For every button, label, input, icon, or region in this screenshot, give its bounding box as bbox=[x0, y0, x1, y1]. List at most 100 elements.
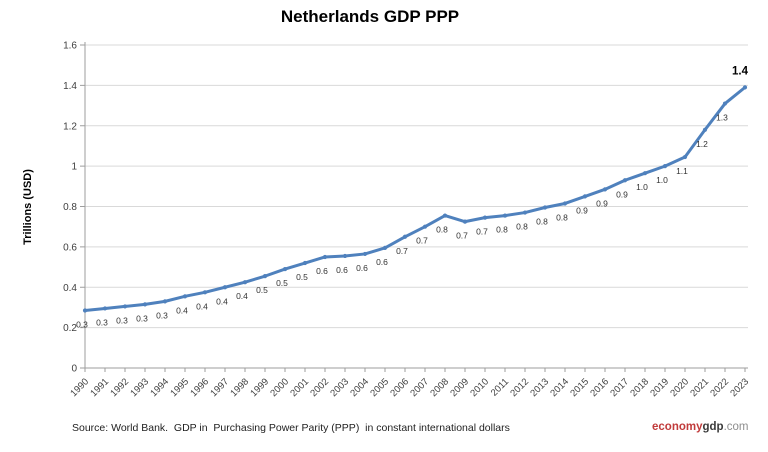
data-point-marker bbox=[222, 285, 228, 290]
brand-logo: economygdp.com bbox=[652, 421, 749, 433]
y-tick-label: 0.6 bbox=[63, 242, 77, 253]
x-tick-label: 1996 bbox=[188, 376, 211, 399]
x-tick-label: 1990 bbox=[68, 376, 91, 399]
x-tick-label: 2002 bbox=[308, 376, 331, 399]
data-point-marker bbox=[142, 302, 148, 307]
chart-title: Netherlands GDP PPP bbox=[280, 7, 460, 26]
x-tick-label: 2000 bbox=[268, 376, 291, 399]
brand-com: .com bbox=[723, 421, 749, 433]
brand-gdp: gdp bbox=[702, 421, 724, 433]
data-point-marker bbox=[402, 234, 408, 239]
data-point-label: 0.3 bbox=[76, 319, 88, 329]
x-tick-label: 2023 bbox=[728, 376, 751, 399]
x-tick-label: 2015 bbox=[568, 376, 591, 399]
x-tick-label: 2007 bbox=[408, 376, 431, 399]
data-point-marker bbox=[202, 290, 208, 295]
data-point-label: 1.1 bbox=[676, 166, 688, 176]
x-tick-label: 2020 bbox=[668, 376, 691, 399]
x-tick-label: 2005 bbox=[368, 376, 391, 399]
x-tick-label: 1999 bbox=[248, 376, 271, 399]
data-point-label: 0.7 bbox=[456, 231, 468, 241]
x-tick-label: 2003 bbox=[328, 376, 351, 399]
data-point-marker bbox=[422, 224, 428, 229]
data-point-marker bbox=[462, 219, 468, 224]
x-tick-label: 2019 bbox=[648, 376, 671, 399]
data-point-marker bbox=[122, 304, 128, 309]
data-point-label: 0.8 bbox=[556, 212, 568, 222]
x-tick-label: 1997 bbox=[208, 376, 231, 399]
x-tick-label: 2021 bbox=[688, 376, 711, 399]
x-tick-label: 2017 bbox=[608, 376, 631, 399]
data-point-marker bbox=[542, 205, 548, 210]
data-point-label: 1.0 bbox=[656, 175, 668, 185]
x-tick-label: 2013 bbox=[528, 376, 551, 399]
data-point-marker bbox=[162, 299, 168, 304]
x-tick-label: 2014 bbox=[548, 376, 571, 399]
data-point-marker bbox=[242, 280, 248, 285]
data-point-label: 0.7 bbox=[416, 236, 428, 246]
data-point-label: 0.6 bbox=[336, 265, 348, 275]
data-point-label: 1.2 bbox=[696, 139, 708, 149]
data-point-label: 0.3 bbox=[96, 317, 108, 327]
data-point-marker bbox=[82, 308, 88, 313]
x-tick-label: 2004 bbox=[348, 376, 371, 399]
x-tick-label: 1992 bbox=[108, 376, 131, 399]
data-point-label: 0.7 bbox=[476, 227, 488, 237]
y-tick-label: 0.2 bbox=[63, 323, 77, 334]
data-point-label: 0.3 bbox=[156, 310, 168, 320]
data-point-label: 0.6 bbox=[356, 263, 368, 273]
data-point-label: 0.9 bbox=[596, 198, 608, 208]
data-point-label: 1.3 bbox=[716, 113, 728, 123]
final-value-label: 1.4 bbox=[732, 65, 749, 77]
data-point-label: 1.0 bbox=[636, 182, 648, 192]
data-point-marker bbox=[682, 154, 688, 160]
y-tick-label: 0.8 bbox=[63, 202, 77, 213]
x-tick-label: 2016 bbox=[588, 376, 611, 399]
data-point-marker bbox=[702, 127, 708, 132]
data-point-marker bbox=[342, 253, 348, 259]
data-point-marker bbox=[322, 254, 328, 260]
data-point-label: 0.9 bbox=[616, 189, 628, 199]
y-tick-label: 1.2 bbox=[63, 121, 77, 132]
data-point-label: 0.8 bbox=[516, 222, 528, 232]
x-tick-label: 2018 bbox=[628, 376, 651, 399]
data-point-marker bbox=[522, 210, 528, 215]
data-point-label: 0.3 bbox=[136, 313, 148, 323]
data-point-marker bbox=[482, 215, 488, 220]
data-point-marker bbox=[642, 171, 648, 176]
x-tick-label: 2006 bbox=[388, 376, 411, 399]
data-point-label: 0.4 bbox=[176, 305, 188, 315]
data-point-marker bbox=[182, 294, 188, 299]
y-tick-label: 1.4 bbox=[63, 81, 77, 92]
y-tick-label: 0.4 bbox=[63, 283, 77, 294]
y-tick-label: 0 bbox=[71, 364, 77, 375]
x-tick-label: 2010 bbox=[468, 376, 491, 399]
x-tick-label: 1993 bbox=[128, 376, 151, 399]
data-point-marker bbox=[442, 213, 448, 218]
data-point-label: 0.3 bbox=[116, 315, 128, 325]
x-tick-label: 1994 bbox=[148, 376, 171, 399]
data-point-marker bbox=[102, 306, 108, 311]
data-point-label: 0.4 bbox=[236, 291, 248, 301]
data-point-label: 0.5 bbox=[256, 285, 268, 295]
data-point-marker bbox=[662, 164, 668, 169]
data-point-marker bbox=[382, 245, 388, 250]
x-tick-label: 2008 bbox=[428, 376, 451, 399]
brand-economy: economy bbox=[652, 421, 703, 433]
x-tick-label: 1998 bbox=[228, 376, 251, 399]
y-tick-label: 1 bbox=[71, 162, 77, 173]
data-point-label: 0.9 bbox=[576, 205, 588, 215]
data-point-marker bbox=[502, 213, 508, 218]
data-point-label: 0.8 bbox=[496, 225, 508, 235]
data-point-label: 0.8 bbox=[436, 225, 448, 235]
gdp-series-line bbox=[83, 85, 747, 312]
data-point-marker bbox=[262, 274, 268, 279]
data-point-marker bbox=[622, 178, 628, 183]
data-point-marker bbox=[722, 101, 728, 106]
data-point-label: 0.8 bbox=[536, 217, 548, 227]
data-point-label: 0.4 bbox=[216, 296, 228, 306]
data-point-label: 0.5 bbox=[296, 272, 308, 282]
data-point-marker bbox=[602, 187, 608, 192]
